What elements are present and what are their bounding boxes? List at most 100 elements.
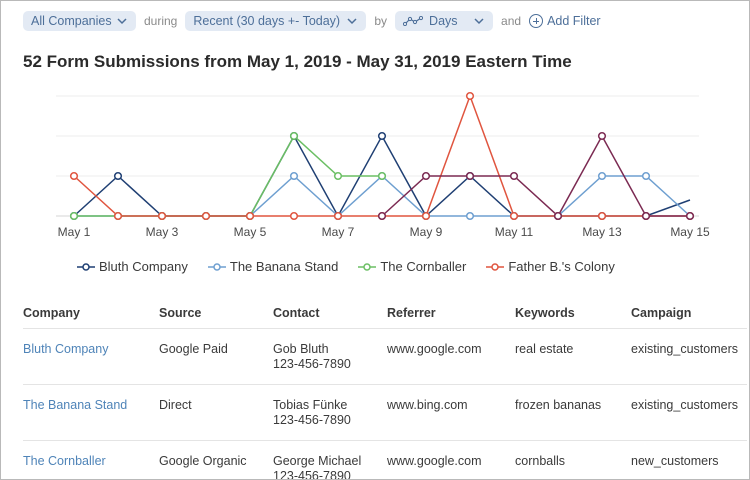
data-point [377, 171, 387, 181]
keywords-cell: real estate [515, 328, 631, 385]
series-line [74, 174, 691, 218]
data-point [69, 211, 79, 221]
source-cell: Google Organic [159, 440, 273, 479]
legend-marker-icon [358, 262, 377, 271]
series-line [73, 93, 690, 217]
data-point [685, 211, 695, 221]
x-tick-label: May 13 [582, 225, 622, 239]
plus-circle-icon [529, 14, 544, 28]
contact-name: Tobias Fünke [273, 398, 348, 412]
during-label: during [144, 14, 178, 28]
legend-item[interactable]: Father B.'s Colony [486, 259, 615, 274]
contact-phone: 123-456-7890 [273, 469, 351, 480]
keywords-cell: cornballs [515, 440, 631, 479]
company-link[interactable]: Bluth Company [23, 342, 109, 356]
data-point [245, 211, 255, 221]
legend-marker-icon [77, 262, 95, 271]
company-filter-dropdown[interactable]: All Companies [23, 11, 136, 31]
data-point [201, 211, 211, 221]
data-point [113, 211, 123, 221]
legend-label: Father B.'s Colony [508, 259, 615, 274]
company-link[interactable]: The Cornballer [23, 454, 106, 468]
data-point [421, 171, 431, 181]
campaign-cell: new_customers [631, 440, 747, 479]
x-tick-label: May 9 [410, 225, 443, 239]
data-point [289, 211, 299, 221]
data-point [597, 211, 607, 221]
add-filter-label: Add Filter [547, 14, 601, 28]
data-point [553, 211, 563, 221]
line-chart: May 1 May 3 May 5 May 7 May 9 May 11 May 13 May… [56, 91, 710, 239]
data-point [113, 171, 123, 181]
referrer-cell: www.google.com [387, 440, 515, 479]
table-header-row: Company Source Contact Referrer Keywords… [23, 298, 747, 329]
contact-name: Gob Bluth [273, 342, 329, 356]
keywords-cell: frozen bananas [515, 384, 631, 441]
interval-dropdown[interactable]: Days [395, 11, 494, 31]
contact-cell: George Michael 123-456-7890 [273, 440, 387, 480]
series-line [381, 134, 690, 218]
legend-label: The Cornballer [380, 259, 467, 274]
column-header-keywords[interactable]: Keywords [515, 298, 631, 329]
x-tick-label: May 1 [58, 225, 91, 239]
chevron-down-icon [474, 18, 484, 25]
company-link[interactable]: The Banana Stand [23, 398, 128, 412]
table-row: The Banana Stand Direct Tobias Fünke 123-… [23, 384, 747, 441]
data-point [641, 171, 651, 181]
data-point [465, 211, 475, 221]
data-point [465, 91, 475, 101]
data-point [597, 171, 607, 181]
x-tick-label: May 7 [322, 225, 355, 239]
x-tick-label: May 15 [670, 225, 710, 239]
contact-name: George Michael [273, 454, 362, 468]
company-filter-label: All Companies [31, 14, 112, 28]
data-point [377, 131, 387, 141]
data-point [597, 131, 607, 141]
referrer-cell: www.google.com [387, 328, 515, 385]
column-header-contact[interactable]: Contact [273, 298, 387, 329]
date-range-label: Recent (30 days +- Today) [193, 14, 341, 28]
legend-marker-icon [207, 262, 226, 271]
chevron-down-icon [117, 18, 127, 25]
data-point [509, 171, 519, 181]
table-row: Bluth Company Google Paid Gob Bluth 123-4… [23, 328, 747, 385]
chevron-down-icon [347, 18, 357, 25]
column-header-company[interactable]: Company [23, 298, 159, 329]
data-point [69, 171, 79, 181]
legend-item[interactable]: Bluth Company [77, 259, 188, 274]
x-tick-label: May 3 [146, 225, 179, 239]
data-point [641, 211, 651, 221]
data-point [333, 171, 343, 181]
chart-legend: Bluth Company The Banana Stand The Cornb… [77, 259, 635, 274]
and-label: and [501, 14, 522, 28]
column-header-campaign[interactable]: Campaign [631, 298, 747, 329]
column-header-source[interactable]: Source [159, 298, 273, 329]
source-cell: Direct [159, 384, 273, 441]
legend-item[interactable]: The Banana Stand [207, 259, 338, 274]
column-header-referrer[interactable]: Referrer [387, 298, 515, 329]
contact-cell: Tobias Fünke 123-456-7890 [273, 384, 387, 441]
table-row: The Cornballer Google Organic George Mic… [23, 440, 747, 480]
campaign-cell: existing_customers [631, 328, 747, 385]
submissions-table: Company Source Contact Referrer Keywords… [23, 298, 747, 480]
contact-cell: Gob Bluth 123-456-7890 [273, 328, 387, 385]
chart-title: 52 Form Submissions from May 1, 2019 - M… [23, 52, 572, 71]
data-point [289, 131, 299, 141]
line-chart-icon [403, 16, 424, 26]
x-tick-label: May 5 [234, 225, 267, 239]
interval-label: Days [429, 14, 458, 28]
x-tick-label: May 11 [495, 225, 534, 239]
legend-item[interactable]: The Cornballer [358, 259, 466, 274]
data-point [465, 171, 475, 181]
date-range-dropdown[interactable]: Recent (30 days +- Today) [185, 11, 367, 31]
by-label: by [374, 14, 388, 28]
data-point [377, 211, 387, 221]
data-point [333, 211, 343, 221]
add-filter-button[interactable]: Add Filter [529, 14, 601, 28]
legend-marker-icon [486, 262, 505, 271]
data-point [421, 211, 431, 221]
filter-bar: All Companies during Recent (30 days +- … [23, 10, 601, 32]
data-point [157, 211, 167, 221]
source-cell: Google Paid [159, 328, 273, 385]
